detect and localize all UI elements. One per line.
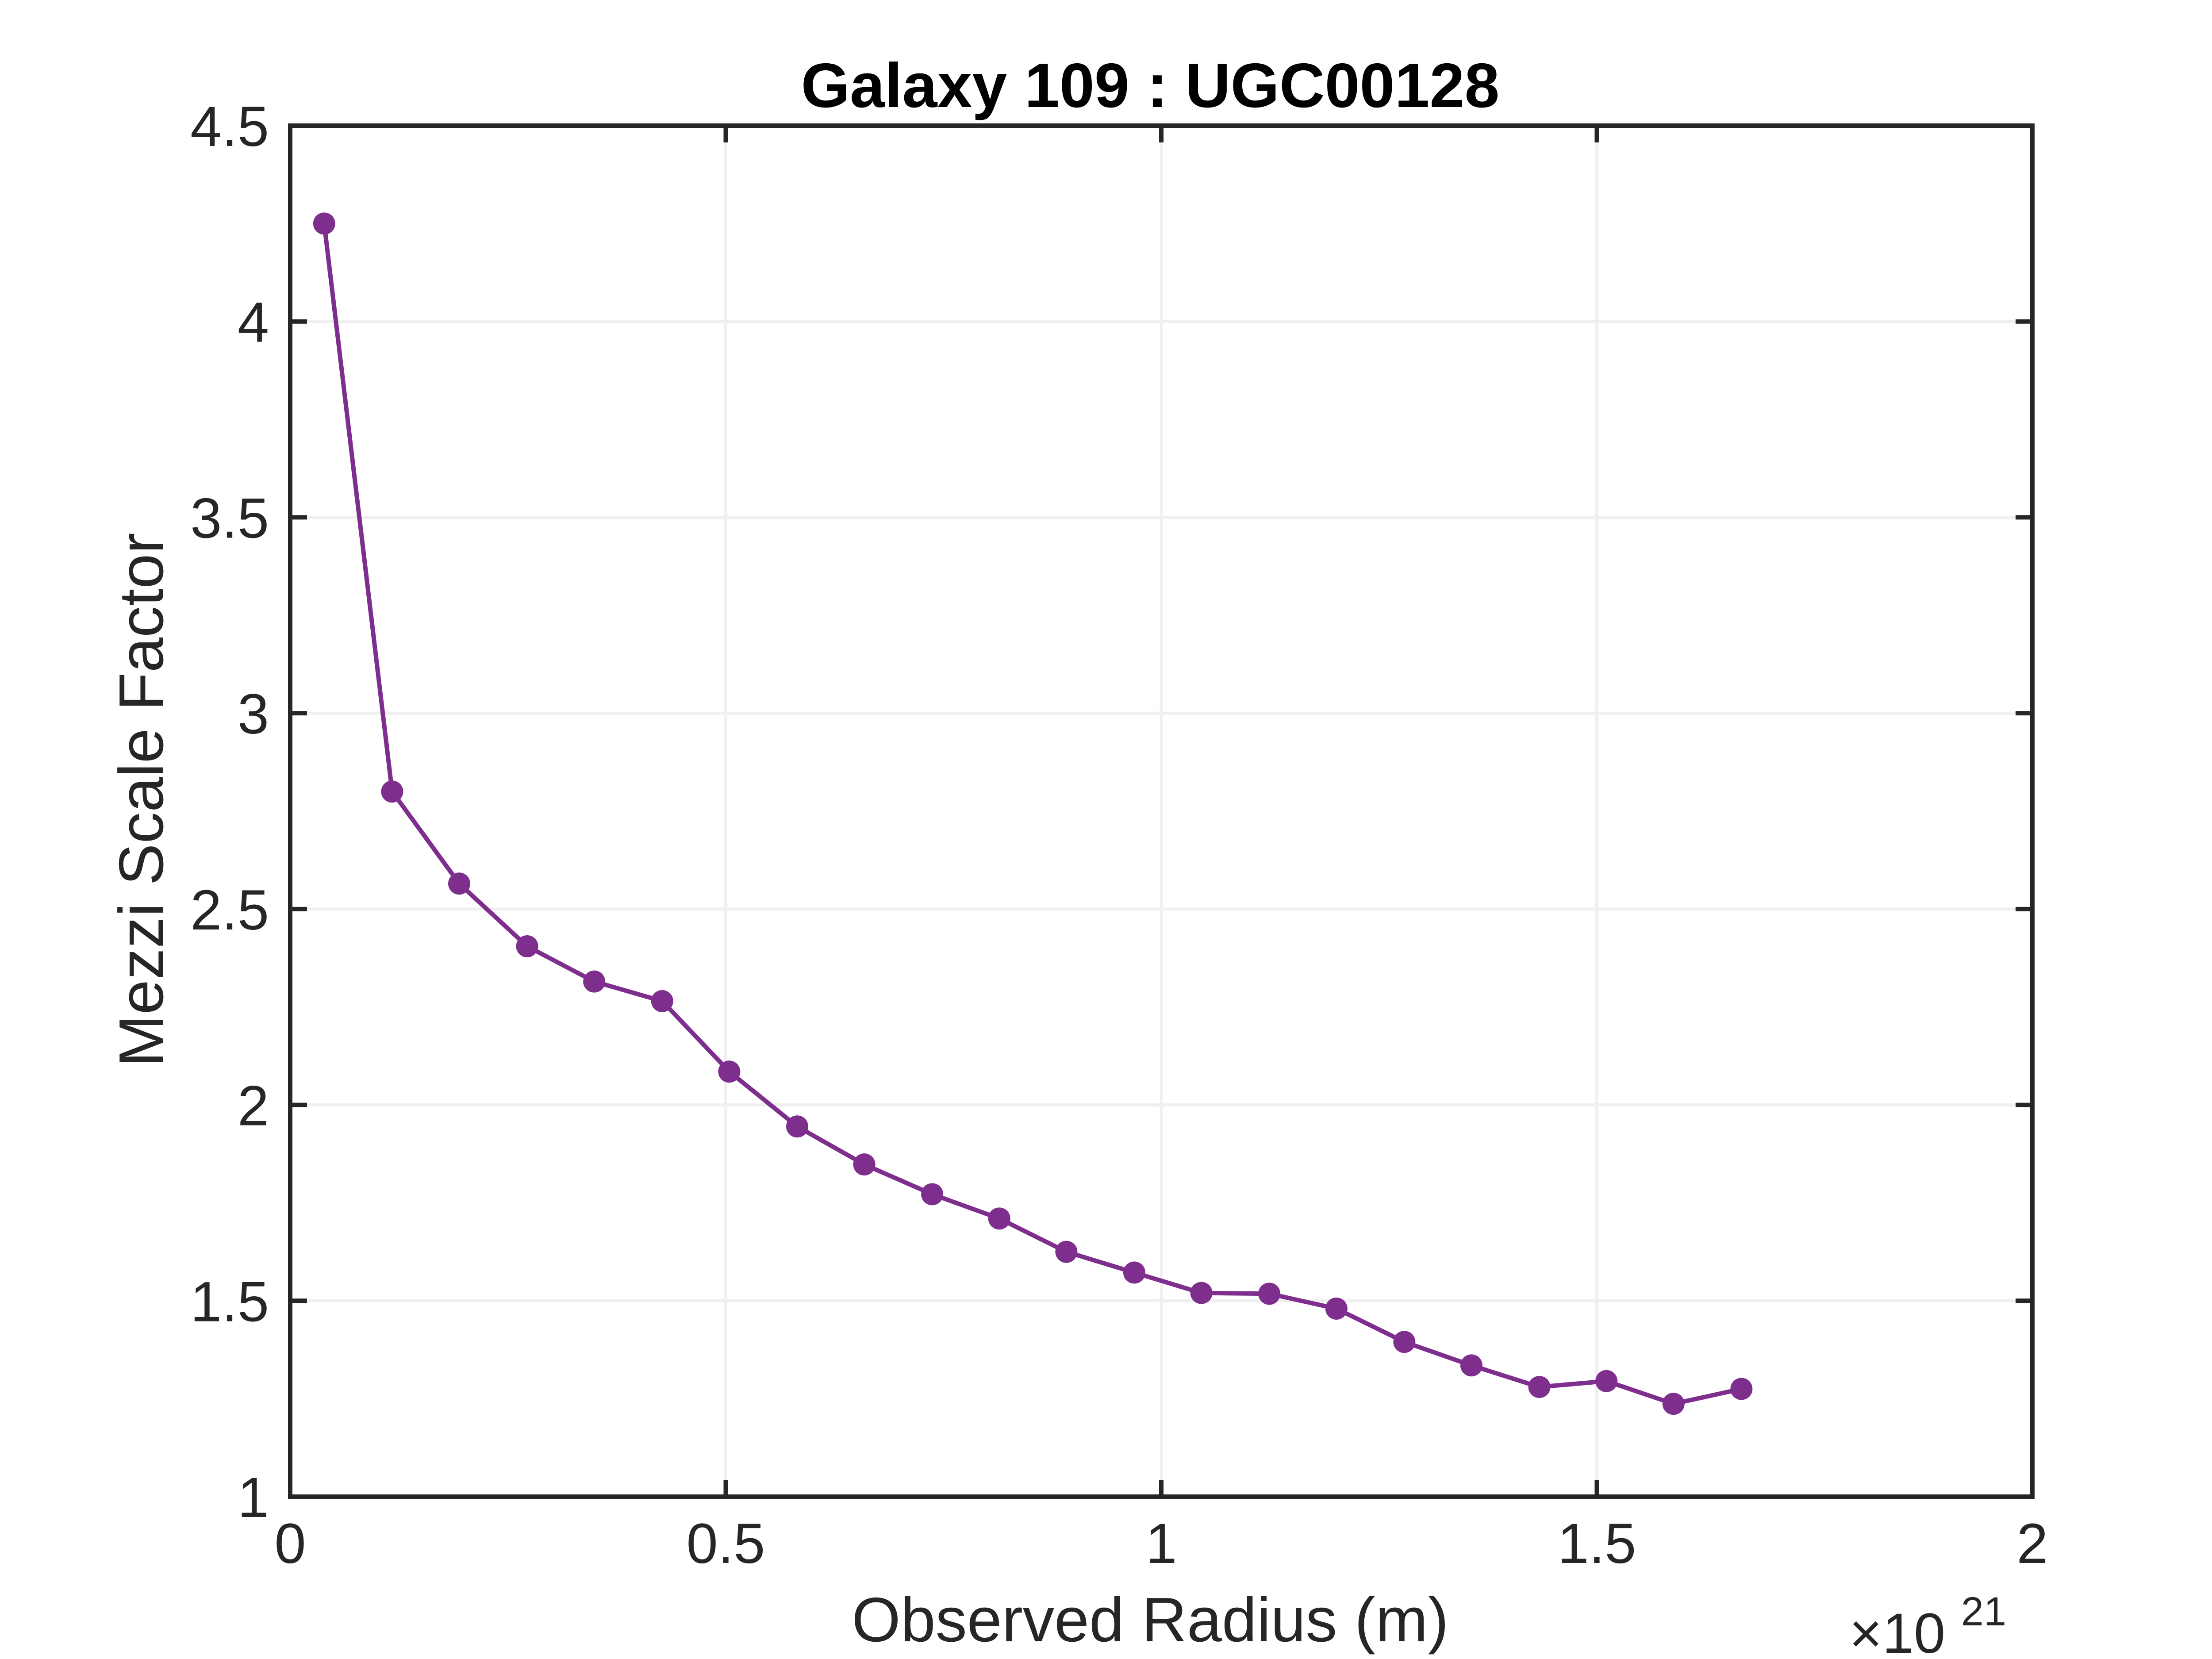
x-tick-label: 2 [2016,1512,2048,1575]
data-point [1460,1354,1482,1377]
data-point [786,1115,808,1138]
x-axis-exponent: ×10 21 [1849,1589,2006,1659]
data-point [583,970,606,993]
data-point [1528,1376,1551,1398]
grid [290,126,2032,1497]
data-point [921,1183,944,1206]
tick-labels: 0 0.5 1 1.5 2 1 1.5 2 2.5 3 3.5 4 4.5 [190,95,2048,1575]
data-point [313,212,335,235]
x-axis-title: Observed Radius (m) [852,1585,1448,1655]
data-point [1393,1331,1416,1353]
x-tick-label: 0 [274,1512,306,1575]
data-point [1595,1370,1618,1392]
data-point [1662,1393,1685,1415]
x-axis-exponent-base: ×10 [1849,1602,1945,1659]
svg-text:×10 21: ×10 21 [1849,1589,2006,1659]
series-line [322,221,1744,1406]
ticks [288,123,2035,1499]
y-tick-label: 1 [238,1466,269,1529]
y-tick-label: 2 [238,1075,269,1138]
data-point [1325,1297,1348,1320]
y-tick-label: 4.5 [190,95,269,158]
data-point [1190,1282,1213,1304]
y-tick-label: 4 [238,291,269,354]
y-tick-label: 3 [238,683,269,746]
data-point [1123,1261,1145,1284]
data-point [1730,1378,1753,1400]
y-tick-label: 2.5 [190,879,269,942]
data-point [381,780,403,803]
data-point [988,1207,1010,1230]
y-tick-label: 3.5 [190,487,269,550]
y-tick-label: 1.5 [190,1270,269,1333]
data-point [516,935,538,957]
data-point [448,872,470,895]
x-axis-exponent-power: 21 [1961,1589,2006,1634]
x-tick-label: 0.5 [687,1512,765,1575]
data-point [1055,1240,1078,1263]
data-point [651,990,673,1012]
data-point [1258,1283,1281,1305]
x-tick-label: 1 [1145,1512,1177,1575]
series-layer [313,212,1753,1415]
data-point [853,1153,876,1176]
chart-title: Galaxy 109 : UGC00128 [801,50,1500,121]
x-tick-label: 1.5 [1558,1512,1636,1575]
y-axis-title: Mezzi Scale Factor [106,533,177,1067]
data-point [718,1060,741,1083]
